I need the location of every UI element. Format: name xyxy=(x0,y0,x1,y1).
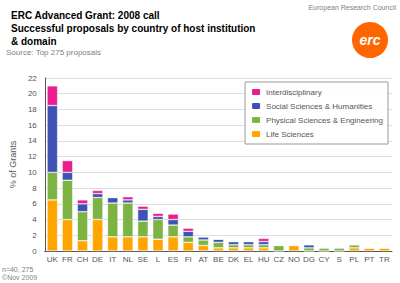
svg-text:IT: IT xyxy=(109,255,116,264)
svg-text:FR: FR xyxy=(62,255,73,264)
svg-text:& domain: & domain xyxy=(11,36,57,47)
svg-text:ES: ES xyxy=(168,255,179,264)
svg-text:©Nov 2009: ©Nov 2009 xyxy=(2,274,37,281)
svg-text:Source: Top 275 proposals: Source: Top 275 proposals xyxy=(6,48,101,57)
svg-text:Social Sciences & Humanities: Social Sciences & Humanities xyxy=(266,102,372,111)
svg-text:Successful proposals by countr: Successful proposals by country of host … xyxy=(11,23,255,34)
svg-text:DG: DG xyxy=(303,255,315,264)
svg-text:Life Sciences: Life Sciences xyxy=(266,130,314,139)
svg-text:BE: BE xyxy=(213,255,224,264)
svg-text:L: L xyxy=(156,255,161,264)
svg-text:10: 10 xyxy=(28,168,37,177)
svg-text:16: 16 xyxy=(28,121,37,130)
svg-text:2: 2 xyxy=(32,231,37,240)
svg-text:% of Grants: % of Grants xyxy=(8,140,18,188)
svg-text:HU: HU xyxy=(258,255,270,264)
svg-text:CH: CH xyxy=(77,255,89,264)
svg-text:FI: FI xyxy=(185,255,192,264)
svg-text:European Research Council: European Research Council xyxy=(308,4,396,12)
svg-text:erc: erc xyxy=(359,32,380,48)
svg-text:CZ: CZ xyxy=(273,255,284,264)
svg-text:6: 6 xyxy=(32,199,37,208)
svg-text:n=40, 275: n=40, 275 xyxy=(2,266,33,273)
svg-text:AT: AT xyxy=(198,255,208,264)
svg-text:EL: EL xyxy=(244,255,254,264)
svg-text:12: 12 xyxy=(28,152,37,161)
svg-text:ERC Advanced Grant: 2008 call: ERC Advanced Grant: 2008 call xyxy=(11,10,160,21)
svg-text:Physical Sciences & Engineerin: Physical Sciences & Engineering xyxy=(266,116,383,125)
svg-text:DK: DK xyxy=(228,255,240,264)
svg-text:20: 20 xyxy=(28,89,37,98)
svg-text:S: S xyxy=(336,255,341,264)
svg-text:18: 18 xyxy=(28,105,37,114)
svg-text:4: 4 xyxy=(32,215,37,224)
svg-text:PT: PT xyxy=(364,255,374,264)
svg-text:22: 22 xyxy=(28,74,37,83)
svg-text:Interdisciplinary: Interdisciplinary xyxy=(266,88,322,97)
svg-text:0: 0 xyxy=(32,247,37,256)
svg-text:TR: TR xyxy=(379,255,390,264)
svg-text:NO: NO xyxy=(288,255,300,264)
svg-text:8: 8 xyxy=(32,184,37,193)
svg-text:14: 14 xyxy=(28,136,37,145)
svg-text:CY: CY xyxy=(319,255,331,264)
svg-text:NL: NL xyxy=(123,255,134,264)
svg-text:UK: UK xyxy=(47,255,59,264)
svg-text:PL: PL xyxy=(349,255,359,264)
svg-text:DE: DE xyxy=(92,255,103,264)
svg-text:SE: SE xyxy=(138,255,149,264)
